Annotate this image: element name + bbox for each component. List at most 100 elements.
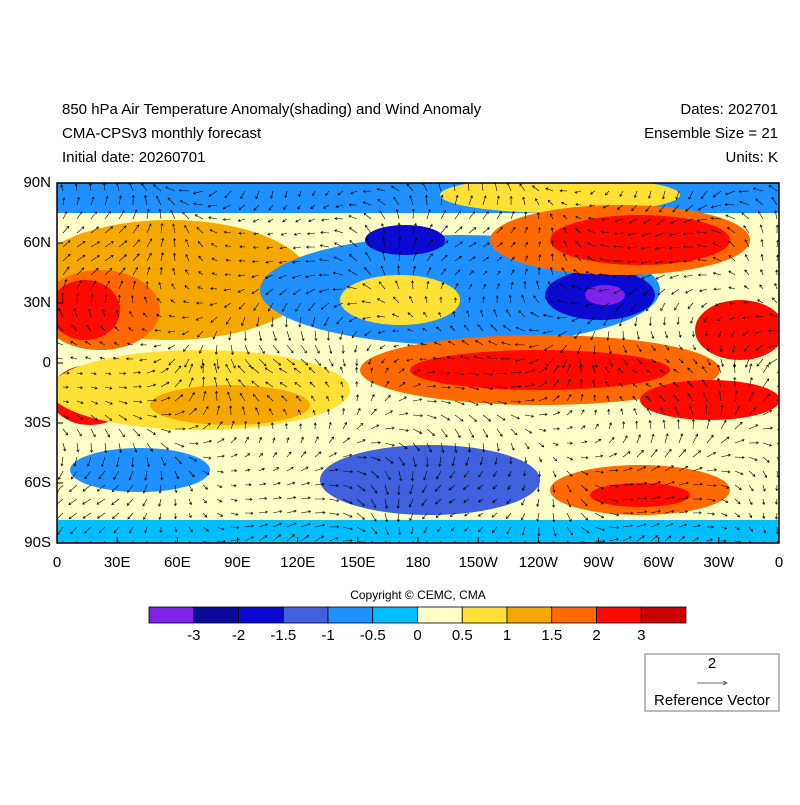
- wind-arrow: [155, 195, 162, 206]
- wind-arrow: [422, 484, 428, 494]
- wind-arrow: [574, 190, 582, 194]
- wind-arrow: [272, 467, 280, 472]
- wind-arrow: [284, 422, 289, 430]
- wind-arrow: [325, 381, 330, 388]
- wind-arrow: [436, 326, 442, 332]
- wind-arrow: [594, 454, 604, 458]
- wind-arrow: [755, 198, 764, 206]
- wind-arrow: [584, 287, 596, 291]
- wind-arrow: [774, 498, 779, 505]
- wind-arrow: [650, 433, 655, 444]
- wind-arrow: [311, 316, 316, 328]
- wind-arrow: [258, 535, 268, 542]
- reference-label: Reference Vector: [654, 692, 770, 709]
- wind-arrow: [62, 428, 69, 436]
- wind-arrow: [510, 211, 515, 220]
- wind-arrow: [756, 358, 764, 367]
- wind-arrow: [524, 226, 529, 234]
- wind-arrow: [237, 274, 246, 278]
- wind-arrow: [167, 330, 176, 334]
- wind-arrow: [466, 183, 470, 192]
- wind-arrow: [464, 324, 470, 332]
- wind-arrow: [691, 330, 695, 338]
- wind-arrow: [61, 292, 65, 304]
- wind-arrow: [188, 442, 199, 446]
- wind-arrow: [300, 522, 311, 528]
- wind-arrow: [494, 456, 498, 465]
- wind-arrow: [197, 286, 204, 290]
- wind-arrow: [370, 408, 377, 416]
- wind-arrow: [258, 523, 269, 528]
- wind-arrow: [711, 228, 722, 234]
- wind-arrow: [253, 204, 260, 211]
- wind-arrow: [286, 358, 295, 366]
- wind-arrow: [566, 363, 571, 374]
- wind-arrow: [728, 240, 736, 248]
- wind-arrow: [384, 484, 389, 496]
- wind-arrow: [775, 269, 779, 276]
- wind-arrow: [115, 456, 120, 468]
- wind-arrow: [118, 267, 126, 276]
- wind-arrow: [300, 496, 311, 500]
- wind-arrow: [62, 400, 70, 404]
- wind-arrow: [674, 302, 680, 311]
- wind-arrow: [760, 253, 764, 262]
- wind-arrow: [631, 302, 638, 312]
- wind-arrow: [104, 210, 112, 220]
- wind-arrow: [132, 428, 141, 437]
- wind-arrow: [118, 400, 128, 405]
- wind-arrow: [300, 330, 305, 342]
- wind-arrow: [571, 316, 582, 322]
- wind-arrow: [454, 210, 461, 220]
- wind-arrow: [454, 269, 461, 276]
- wind-arrow: [775, 224, 779, 234]
- wind-arrow: [101, 456, 106, 468]
- wind-arrow: [687, 367, 694, 374]
- wind-arrow: [473, 355, 484, 360]
- wind-arrow: [146, 266, 151, 276]
- wind-arrow: [76, 428, 82, 437]
- wind-arrow: [160, 470, 164, 481]
- wind-arrow: [326, 395, 330, 402]
- wind-arrow: [244, 497, 253, 501]
- wind-arrow: [692, 524, 701, 528]
- wind-arrow: [216, 484, 223, 488]
- wind-arrow: [482, 227, 490, 234]
- wind-arrow: [334, 216, 344, 221]
- wind-arrow: [178, 188, 190, 193]
- wind-arrow: [318, 273, 330, 277]
- wind-arrow: [354, 344, 358, 353]
- wind-arrow: [491, 526, 498, 534]
- wind-arrow: [292, 260, 302, 264]
- copyright: Copyright © CEMC, CMA: [350, 588, 486, 602]
- wind-arrow: [210, 243, 218, 248]
- wind-arrow: [131, 194, 135, 206]
- wind-arrow: [112, 356, 120, 360]
- wind-arrow: [580, 484, 588, 492]
- wind-arrow: [703, 316, 708, 323]
- wind-arrow: [775, 484, 779, 492]
- wind-arrow: [104, 428, 110, 438]
- wind-arrow: [439, 540, 442, 543]
- wind-arrow: [664, 465, 675, 472]
- wind-arrow: [87, 456, 92, 467]
- wind-arrow: [216, 438, 225, 444]
- wind-arrow: [230, 344, 234, 356]
- wind-arrow: [762, 526, 767, 534]
- wind-arrow: [587, 229, 596, 234]
- wind-arrow: [195, 316, 204, 321]
- wind-arrow: [90, 442, 94, 453]
- wind-arrow: [300, 436, 304, 444]
- wind-arrow: [127, 512, 134, 520]
- wind-arrow: [602, 204, 610, 209]
- wind-arrow: [537, 267, 541, 276]
- wind-arrow: [270, 422, 274, 430]
- wind-arrow: [697, 243, 708, 248]
- wind-arrow: [195, 301, 204, 305]
- wind-arrow: [478, 470, 484, 478]
- wind-arrow: [58, 308, 64, 318]
- lat-label: 30N: [23, 294, 51, 311]
- wind-arrow: [613, 245, 624, 249]
- wind-arrow: [650, 330, 655, 340]
- wind-arrow: [510, 400, 522, 404]
